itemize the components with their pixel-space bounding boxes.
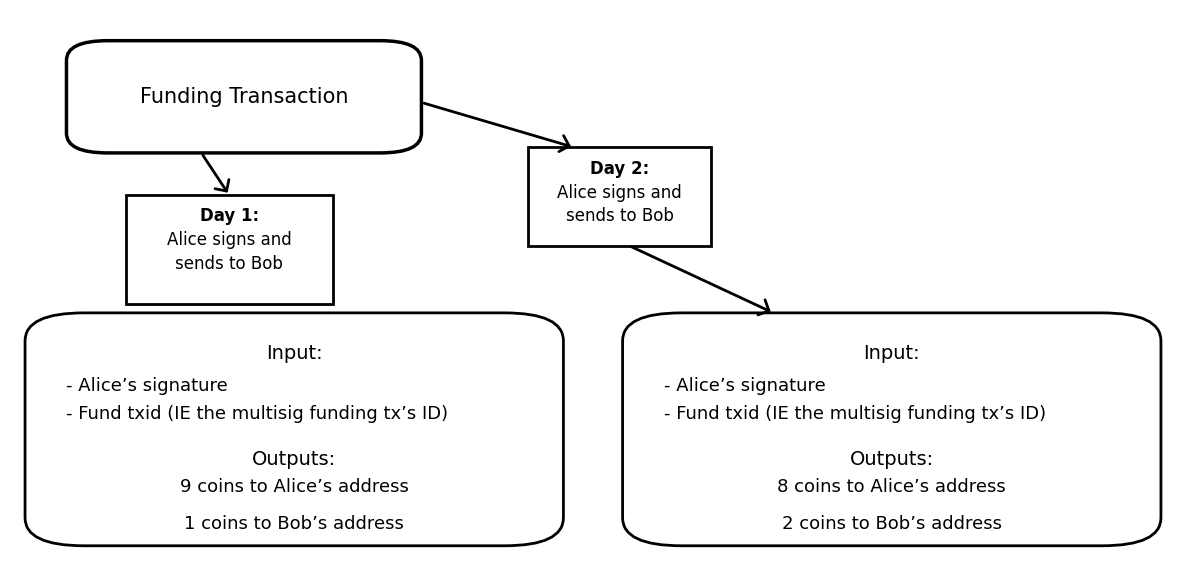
Text: Day 1:: Day 1:: [199, 208, 259, 226]
FancyBboxPatch shape: [25, 313, 563, 546]
Text: - Alice’s signature: - Alice’s signature: [664, 377, 825, 395]
Text: Day 2:: Day 2:: [589, 160, 649, 178]
Text: Input:: Input:: [863, 343, 920, 363]
Text: Funding Transaction: Funding Transaction: [140, 87, 349, 107]
Text: - Fund txid (IE the multisig funding tx’s ID): - Fund txid (IE the multisig funding tx’…: [664, 406, 1046, 424]
Bar: [528, 147, 712, 245]
Text: 8 coins to Alice’s address: 8 coins to Alice’s address: [777, 478, 1006, 496]
FancyBboxPatch shape: [66, 41, 421, 153]
Text: Outputs:: Outputs:: [849, 451, 933, 469]
Text: - Alice’s signature: - Alice’s signature: [66, 377, 228, 395]
Bar: [126, 195, 333, 305]
Text: 9 coins to Alice’s address: 9 coins to Alice’s address: [180, 478, 409, 496]
Text: Alice signs and
sends to Bob: Alice signs and sends to Bob: [557, 184, 682, 226]
Text: Alice signs and
sends to Bob: Alice signs and sends to Bob: [167, 231, 292, 273]
Text: Input:: Input:: [266, 343, 323, 363]
Text: - Fund txid (IE the multisig funding tx’s ID): - Fund txid (IE the multisig funding tx’…: [66, 406, 448, 424]
Text: Outputs:: Outputs:: [253, 451, 337, 469]
FancyBboxPatch shape: [623, 313, 1161, 546]
Text: 2 coins to Bob’s address: 2 coins to Bob’s address: [782, 515, 1002, 533]
Text: 1 coins to Bob’s address: 1 coins to Bob’s address: [184, 515, 404, 533]
